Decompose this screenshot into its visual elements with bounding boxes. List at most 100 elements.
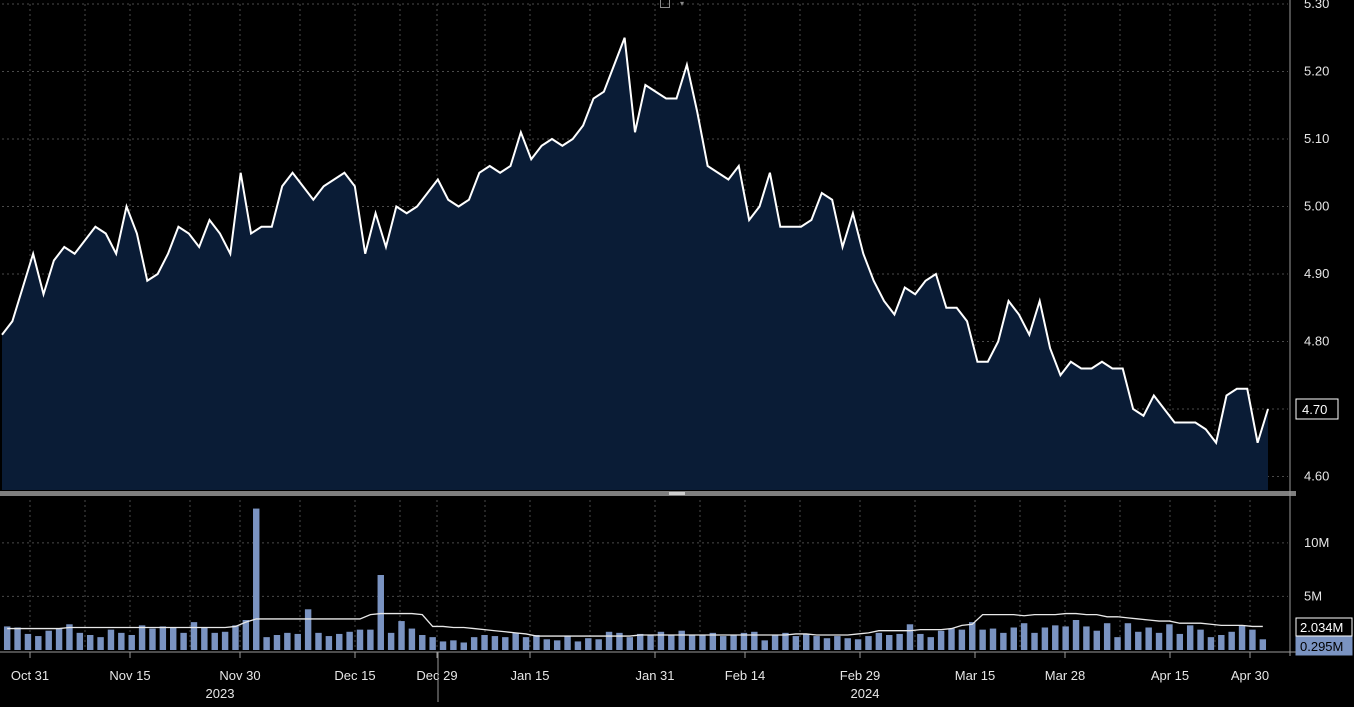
volume-bar <box>688 635 696 650</box>
volume-bar <box>221 631 229 650</box>
volume-bar <box>118 632 125 650</box>
volume-bar <box>1186 625 1194 650</box>
volume-bar <box>751 631 758 650</box>
volume-bar <box>502 637 509 650</box>
volume-bar <box>190 622 198 650</box>
divider-handle[interactable] <box>669 492 685 495</box>
volume-bar <box>636 633 644 650</box>
price-y-tick-label: 5.00 <box>1304 199 1329 214</box>
last-price-label: 4.70 <box>1302 402 1327 417</box>
volume-bar <box>3 626 11 650</box>
volume-bar <box>470 637 478 650</box>
volume-bar <box>149 628 156 650</box>
volume-bar <box>76 632 84 650</box>
volume-bar <box>408 628 416 650</box>
x-tick-label: Jan 15 <box>510 668 549 683</box>
volume-bar <box>263 637 270 650</box>
volume-bar <box>678 630 685 650</box>
volume-bar <box>346 631 353 650</box>
volume-bar <box>45 630 52 650</box>
volume-bar <box>66 624 73 650</box>
x-tick-label: Mar 28 <box>1045 668 1085 683</box>
x-tick-label: Jan 31 <box>635 668 674 683</box>
x-tick-label: Apr 30 <box>1231 668 1269 683</box>
volume-bar <box>626 637 634 650</box>
volume-bar <box>159 626 167 650</box>
volume-bar <box>917 633 924 650</box>
x-tick-label: Nov 30 <box>219 668 260 683</box>
volume-bar <box>284 632 291 650</box>
volume-bar <box>875 632 883 650</box>
volume-bar <box>1031 632 1038 650</box>
volume-bar <box>979 629 986 650</box>
volume-bar <box>232 625 239 650</box>
volume-bar <box>1207 637 1215 650</box>
volume-bar <box>771 635 779 650</box>
line-chart-icon[interactable] <box>660 0 670 8</box>
x-tick-label: Apr 15 <box>1151 668 1189 683</box>
volume-bar <box>865 636 872 650</box>
volume-bar <box>1228 631 1235 650</box>
volume-bar <box>1166 624 1173 650</box>
price-y-tick-label: 5.30 <box>1304 0 1329 11</box>
last-volume-label: 2.034M <box>1300 620 1343 635</box>
volume-bar <box>1083 626 1090 650</box>
volume-bar <box>491 636 499 650</box>
volume-bar <box>989 628 997 650</box>
volume-bar <box>398 621 405 650</box>
panel-divider[interactable] <box>0 491 1296 496</box>
volume-bar <box>533 635 540 650</box>
volume-bar <box>14 627 21 650</box>
volume-bar <box>55 628 63 650</box>
volume-bar <box>325 636 333 650</box>
volume-bar <box>201 627 208 650</box>
volume-bar <box>24 633 32 650</box>
volume-bar <box>803 633 810 650</box>
volume-bar <box>585 638 592 650</box>
volume-bar <box>170 627 177 650</box>
volume-bar <box>699 635 706 650</box>
volume-bar <box>668 635 675 650</box>
volume-bar <box>1020 623 1028 650</box>
volume-bar <box>522 637 530 650</box>
volume-bar <box>553 640 561 650</box>
volume-bar <box>460 642 467 650</box>
price-y-tick-label: 5.10 <box>1304 131 1329 146</box>
volume-bar <box>97 637 104 650</box>
volume-bar <box>1145 627 1152 650</box>
volume-bar <box>543 639 551 650</box>
volume-bar <box>1062 626 1069 650</box>
caret-down-icon[interactable]: ▾ <box>680 0 685 8</box>
volume-bar <box>782 632 789 650</box>
volume-bar <box>709 632 717 650</box>
volume-bar <box>1218 635 1225 650</box>
price-panel <box>1 37 1269 490</box>
volume-bar <box>948 628 955 650</box>
volume-bar <box>605 631 613 650</box>
x-tick-label: Feb 29 <box>840 668 880 683</box>
volume-bar <box>180 632 187 650</box>
volume-bar <box>854 639 862 650</box>
volume-bar <box>616 632 623 650</box>
x-tick-label: Dec 15 <box>334 668 375 683</box>
volume-bar <box>419 635 426 650</box>
volume-bar <box>1093 630 1100 650</box>
last-volume-label: 0.295M <box>1300 639 1343 654</box>
volume-bar <box>792 636 800 650</box>
volume-bar <box>512 632 519 650</box>
volume-bar <box>937 630 945 650</box>
volume-bar <box>138 625 146 650</box>
price-line <box>1 37 1269 446</box>
volume-bar <box>86 635 94 650</box>
x-tick-label: Mar 15 <box>955 668 995 683</box>
x-tick-label: Nov 15 <box>109 668 150 683</box>
volume-bar <box>761 640 768 650</box>
volume-bar <box>429 637 436 650</box>
volume-bar <box>886 635 893 650</box>
volume-bar <box>730 635 737 650</box>
volume-bar <box>813 636 820 650</box>
volume-panel <box>3 508 1267 650</box>
volume-y-tick-label: 5M <box>1304 588 1322 603</box>
volume-bar <box>896 633 903 650</box>
